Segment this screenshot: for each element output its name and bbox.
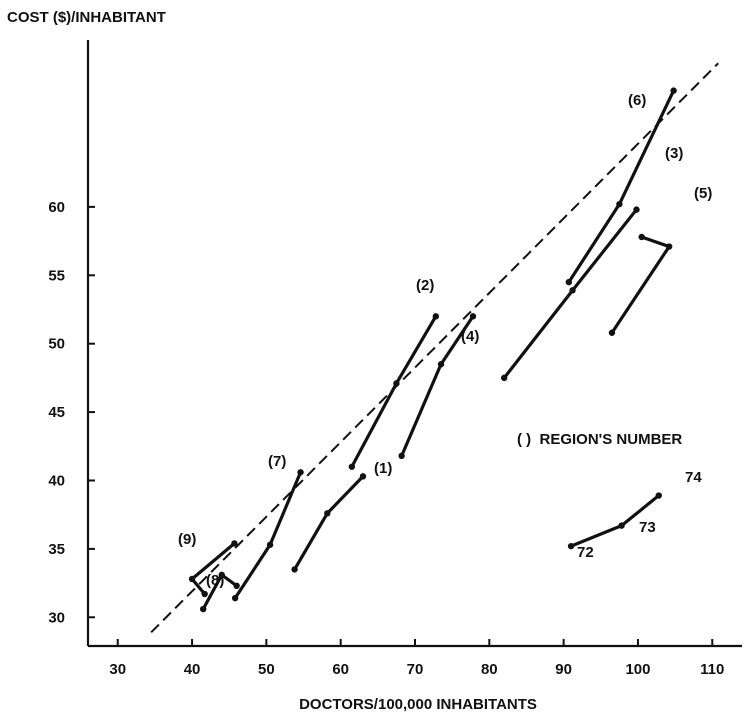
trend-line [150, 62, 719, 634]
y-tick-label: 55 [48, 267, 65, 284]
data-point [348, 463, 356, 470]
data-point [638, 233, 645, 241]
region-label: (6) [628, 92, 646, 109]
data-point [633, 206, 640, 213]
year-key-label: 72 [577, 544, 594, 561]
x-tick-label: 40 [184, 661, 201, 678]
region-label: (5) [694, 185, 712, 202]
x-tick-label: 110 [700, 661, 724, 678]
x-tick-label: 30 [109, 661, 126, 678]
region-line [502, 208, 639, 380]
trend-line-layer [150, 62, 719, 634]
data-point [297, 469, 304, 476]
data-point [359, 473, 367, 480]
data-point [324, 510, 331, 517]
data-point [393, 380, 400, 387]
region-line [610, 235, 671, 335]
region-line [350, 314, 438, 469]
data-point [233, 582, 240, 590]
region-series-6: (6) [565, 87, 677, 286]
x-axis-title: DOCTORS/100,000 INHABITANTS [299, 696, 537, 713]
x-tick-label: 50 [258, 661, 275, 678]
region-series-1: (1) [291, 460, 392, 573]
data-point [437, 361, 445, 368]
y-tick-label: 60 [48, 199, 65, 216]
data-point [569, 287, 576, 294]
axes: 30 35 40 45 50 55 60 30 40 50 60 70 80 90 100 110 [48, 40, 742, 678]
y-axis-title: COST ($)/INHABITANT [7, 9, 166, 26]
region-series-8: (8) [199, 571, 240, 613]
data-point [201, 590, 208, 598]
year-key: 72 73 74 [567, 469, 702, 561]
region-label: (2) [416, 277, 434, 294]
y-tick-label: 35 [48, 541, 65, 558]
data-point [500, 374, 508, 382]
region-line [293, 474, 365, 571]
data-point [231, 594, 239, 602]
data-point [432, 313, 440, 320]
legend-note: ( ) REGION'S NUMBER [517, 431, 682, 448]
data-point [266, 541, 274, 548]
data-point [565, 278, 573, 286]
region-series-3: (3) [500, 145, 683, 382]
x-tick-label: 100 [625, 661, 650, 678]
x-tick-label: 90 [555, 661, 572, 678]
data-point [291, 566, 298, 573]
region-line [567, 89, 676, 284]
region-label: (9) [178, 531, 196, 548]
region-label: (8) [206, 572, 224, 589]
data-point [188, 575, 196, 583]
region-series-4: (4) [398, 313, 479, 460]
year-key-label: 74 [685, 469, 702, 486]
x-tick-label: 80 [481, 661, 498, 678]
region-label: (4) [461, 328, 479, 345]
region-line [233, 470, 303, 600]
region-series-7: (7) [231, 453, 304, 602]
year-key-point [618, 522, 625, 529]
x-tick-label: 70 [407, 661, 424, 678]
data-point [608, 329, 616, 336]
region-series-2: (2) [348, 277, 440, 470]
data-point [398, 452, 405, 460]
data-point [231, 540, 238, 547]
year-key-label: 73 [639, 519, 656, 536]
region-label: (7) [268, 453, 286, 470]
region-series-5: (5) [608, 185, 712, 336]
y-tick-label: 40 [48, 472, 65, 489]
data-point [199, 605, 207, 613]
x-tick-label: 60 [332, 661, 349, 678]
year-key-point [567, 542, 575, 550]
data-point [218, 571, 225, 579]
y-tick-label: 45 [48, 404, 65, 421]
region-label: (1) [374, 460, 392, 477]
y-tick-label: 30 [48, 609, 65, 626]
region-series-9: (9) [178, 531, 238, 598]
data-point [670, 87, 677, 94]
data-point [616, 200, 623, 208]
year-key-point [655, 492, 662, 499]
series-layer: (1) (2) (3) (4) (5) (6) (7) (8) (9) [178, 87, 712, 613]
y-tick-label: 50 [48, 336, 65, 353]
data-point [469, 313, 477, 320]
data-point [665, 243, 673, 250]
region-label: (3) [665, 145, 683, 162]
